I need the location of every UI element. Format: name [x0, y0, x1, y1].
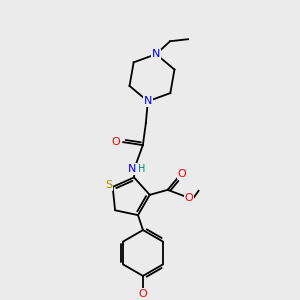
Text: N: N [152, 49, 160, 59]
Text: H: H [138, 164, 146, 174]
Text: O: O [184, 193, 193, 203]
Text: O: O [177, 169, 186, 179]
Text: N: N [144, 96, 152, 106]
Text: S: S [105, 180, 112, 190]
Text: O: O [112, 137, 120, 147]
Text: N: N [128, 164, 136, 174]
Text: O: O [139, 289, 147, 299]
